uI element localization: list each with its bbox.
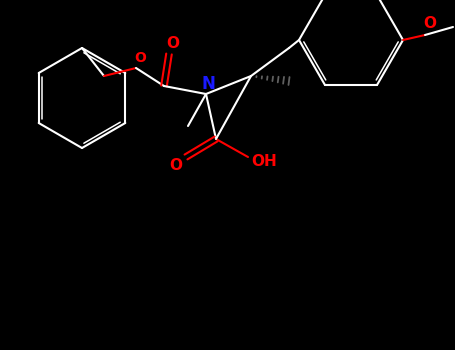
Text: O: O	[424, 15, 436, 30]
Text: OH: OH	[251, 154, 277, 169]
Text: N: N	[201, 75, 215, 93]
Text: O: O	[170, 158, 182, 173]
Text: O: O	[167, 36, 180, 51]
Text: O: O	[134, 51, 146, 65]
